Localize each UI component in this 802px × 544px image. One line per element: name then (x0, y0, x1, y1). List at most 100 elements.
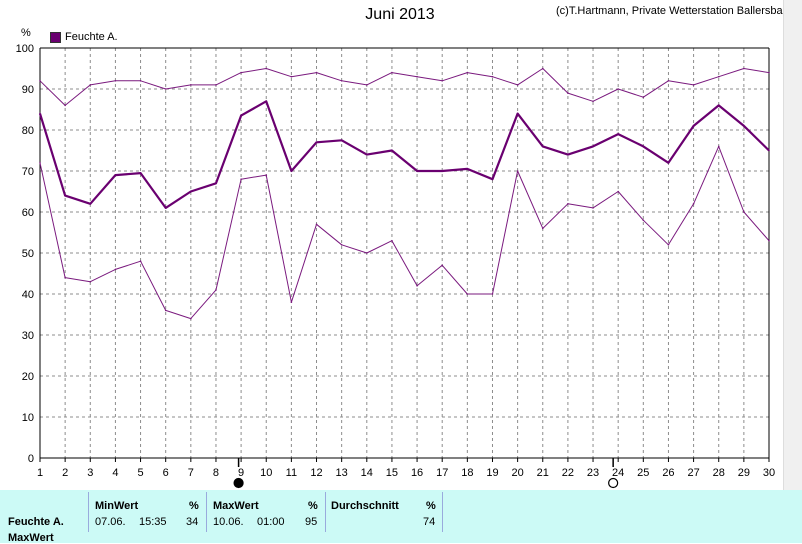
legend: Feuchte A. (50, 31, 118, 43)
data-point (567, 153, 569, 156)
x-tick-label: 16 (411, 467, 423, 479)
data-point (190, 84, 192, 86)
data-point (89, 84, 92, 86)
legend-swatch (50, 31, 61, 43)
avg-header: Durchschnitt (331, 500, 399, 512)
data-point (642, 219, 645, 221)
data-point (541, 145, 544, 148)
data-point (265, 67, 268, 70)
x-tick-label: 26 (662, 467, 674, 479)
data-point (667, 244, 670, 246)
x-tick-label: 12 (310, 467, 322, 479)
x-tick-label: 4 (112, 467, 118, 479)
data-point (315, 141, 318, 144)
data-point (64, 104, 66, 107)
stats-table: Feuchte A. MaxWert MinWert % 07.06. 15:3… (0, 490, 802, 544)
data-point (617, 88, 619, 90)
data-point (642, 96, 645, 98)
data-point (290, 75, 293, 78)
data-point (64, 194, 66, 197)
data-point (39, 80, 41, 82)
data-point (114, 174, 117, 176)
x-tick-label: 7 (188, 467, 194, 479)
y-tick-label: 90 (22, 84, 34, 96)
data-point (240, 114, 242, 117)
data-point (391, 239, 393, 242)
data-point (466, 71, 469, 74)
data-point (642, 145, 645, 148)
max-header: MaxWert (213, 500, 259, 512)
min-unit: % (189, 500, 199, 512)
avg-unit: % (426, 500, 436, 512)
x-tick-label: 2 (62, 467, 68, 479)
x-tick-label: 6 (163, 467, 169, 479)
new-moon-icon (233, 477, 244, 489)
x-tick-label: 13 (336, 467, 348, 479)
data-point (290, 170, 293, 172)
legend-label: Feuchte A. (65, 31, 118, 43)
data-point (516, 112, 519, 115)
data-point (39, 162, 41, 164)
data-point (768, 239, 770, 242)
min-header: MinWert (95, 500, 139, 512)
x-tick-label: 28 (713, 467, 725, 479)
data-point (340, 80, 343, 82)
data-point (567, 203, 569, 205)
data-point (743, 125, 745, 127)
data-point (592, 145, 594, 148)
y-tick-label: 50 (22, 248, 34, 260)
data-point (365, 84, 368, 86)
x-tick-label: 5 (137, 467, 143, 479)
data-point (743, 211, 745, 213)
data-point (541, 227, 544, 230)
x-tick-label: 17 (436, 467, 448, 479)
x-tick-label: 30 (763, 467, 775, 479)
data-point (768, 71, 770, 74)
data-point (441, 264, 444, 267)
data-point (114, 268, 117, 271)
data-point (265, 174, 268, 176)
data-point (139, 172, 142, 174)
data-point (617, 190, 619, 193)
row-label: Feuchte A. (8, 516, 64, 528)
data-point (39, 112, 41, 115)
data-point (215, 182, 217, 185)
avg-value: 74 (423, 516, 436, 528)
y-tick-label: 30 (22, 330, 34, 342)
data-point (592, 100, 594, 103)
y-tick-label: 80 (22, 125, 34, 137)
data-point (164, 309, 167, 312)
vertical-scrollbar[interactable] (783, 0, 802, 490)
data-point (416, 285, 418, 287)
x-tick-label: 19 (486, 467, 498, 479)
data-point (365, 153, 368, 156)
series-line-3 (39, 145, 770, 320)
x-tick-label: 14 (361, 467, 373, 479)
data-point (190, 317, 192, 320)
data-point (190, 190, 192, 193)
data-point (491, 178, 494, 180)
data-point (692, 84, 695, 86)
data-point (667, 162, 670, 164)
data-point (491, 293, 494, 295)
x-tick-label: 10 (260, 467, 272, 479)
y-tick-label: 40 (22, 289, 34, 301)
x-tick-label: 24 (612, 467, 624, 479)
y-tick-label: 100 (16, 43, 34, 55)
data-point (139, 260, 142, 263)
min-time: 15:35 (139, 516, 167, 528)
max-date: 10.06. (213, 516, 244, 528)
x-tick-label: 21 (537, 467, 549, 479)
chart-credit: (c)T.Hartmann, Private Wetterstation Bal… (556, 5, 795, 17)
data-point (717, 145, 720, 148)
x-tick-label: 18 (461, 467, 473, 479)
data-point (64, 276, 66, 279)
x-tick-label: 25 (637, 467, 649, 479)
data-point (340, 244, 343, 246)
data-point (692, 125, 695, 127)
data-point (416, 170, 418, 172)
data-point (416, 75, 418, 78)
y-tick-label: 10 (22, 412, 34, 424)
x-tick-label: 11 (286, 467, 297, 479)
y-tick-label: 60 (22, 207, 34, 219)
